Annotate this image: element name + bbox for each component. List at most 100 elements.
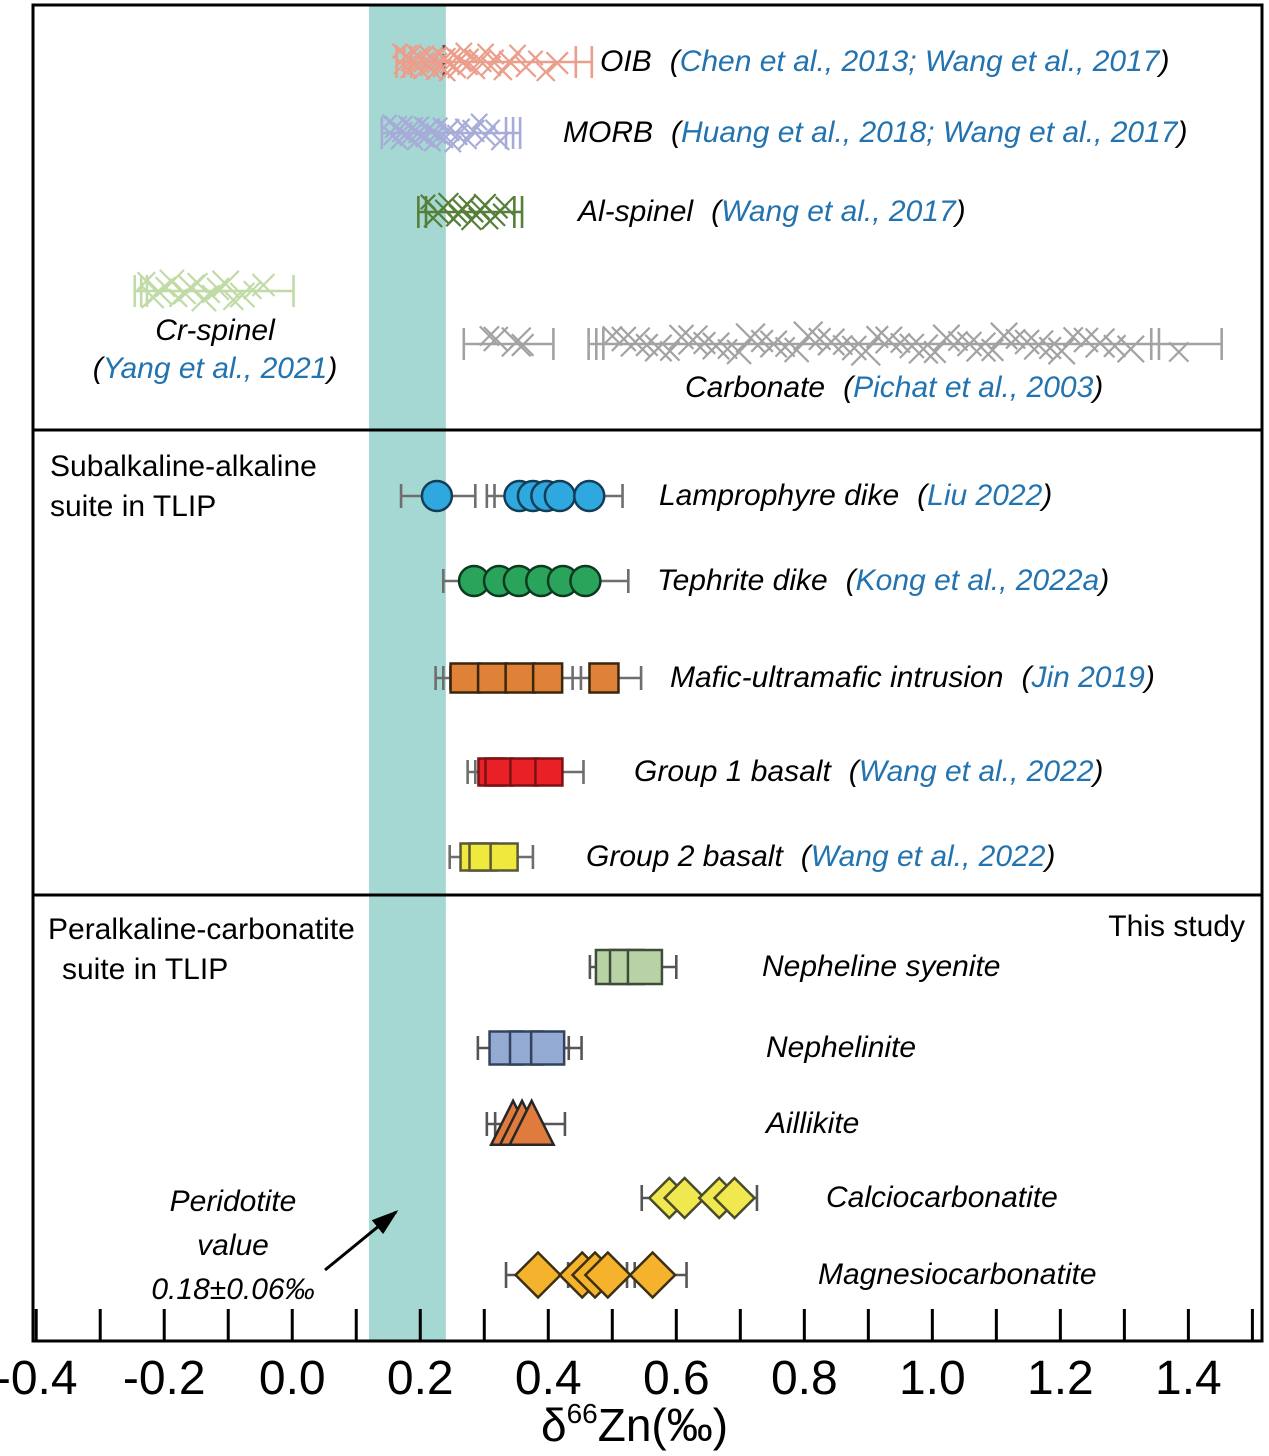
row-lamprophyre-dike: [399, 479, 624, 513]
citation: Wang et al., 2022: [858, 755, 1094, 788]
axis-tick-label: 1.0: [899, 1352, 966, 1405]
row-label-calciocarbonatite: Calciocarbonatite: [826, 1181, 1058, 1215]
paren-open: (: [800, 840, 811, 873]
annotation-line2: value: [197, 1229, 269, 1262]
citation: Wang et al., 2017: [721, 195, 956, 228]
paren-open: (: [843, 371, 854, 404]
rock-name: Al-spinel: [578, 195, 694, 228]
row-label-nepheline-syenite: Nepheline syenite: [762, 950, 1001, 984]
row-nepheline-syenite: [588, 948, 678, 986]
paren-open: (: [669, 45, 680, 78]
citation: Liu 2022: [927, 479, 1043, 512]
axis-tick-label: 1.4: [1155, 1352, 1222, 1405]
paren-open: (: [92, 352, 103, 385]
paren-close: ): [1177, 116, 1188, 149]
row-carbonate: [462, 320, 1223, 367]
citation: Pichat et al., 2003: [853, 371, 1094, 404]
row-label-tephrite-dike: Tephrite dike (Kong et al., 2022a): [657, 564, 1109, 598]
row-mafic-ultramafic-intrusion: [434, 662, 643, 694]
row-calciocarbonatite: [640, 1176, 759, 1220]
citation: Kong et al., 2022a: [855, 564, 1100, 597]
paren-open: (: [1021, 661, 1032, 694]
row-tephrite-dike: [442, 564, 630, 598]
paren-close: ): [1093, 755, 1104, 788]
row-group-1-basalt: [466, 757, 585, 787]
axis-tick-label: -0.2: [123, 1352, 206, 1405]
panel-title-line1: Subalkaline-alkaline: [50, 450, 317, 483]
row-morb: [380, 113, 522, 153]
row-label-morb: MORB (Huang et al., 2018; Wang et al., 20…: [563, 116, 1187, 150]
annotation-line3: 0.18±0.06‰: [151, 1273, 315, 1306]
panel-title-peralkaline: Peralkaline-carbonatite suite in TLIP: [48, 910, 355, 990]
paren-close: ): [1099, 564, 1110, 597]
paren-open: (: [671, 116, 681, 149]
paren-close: ): [1159, 45, 1170, 78]
rock-name: Lamprophyre dike: [659, 479, 900, 512]
axis-tick-label: 0.8: [771, 1352, 838, 1405]
paren-close: ): [955, 195, 966, 228]
row-label-group-2-basalt: Group 2 basalt (Wang et al., 2022): [586, 840, 1055, 874]
rock-name: Carbonate: [685, 371, 826, 404]
panel-title-line1: Peralkaline-carbonatite: [48, 913, 355, 946]
rock-name: Cr-spinel: [155, 314, 275, 347]
paren-open: (: [845, 564, 856, 597]
axis-title-superscript: 66: [566, 1398, 598, 1429]
row-aillikite: [485, 1098, 567, 1147]
paren-close: ): [327, 352, 338, 385]
row-group-2-basalt: [448, 842, 535, 872]
row-label-carbonate: Carbonate (Pichat et al., 2003): [685, 371, 1103, 405]
citation: Chen et al., 2013; Wang et al., 2017: [679, 45, 1160, 78]
row-al-spinel: [417, 192, 524, 231]
rock-name: Nepheline syenite: [762, 950, 1001, 983]
rock-name: Tephrite dike: [657, 564, 828, 597]
peridotite-annotation: Peridotite value 0.18±0.06‰: [108, 1180, 358, 1312]
citation: Yang et al., 2021: [102, 352, 328, 385]
rock-name: Magnesiocarbonatite: [818, 1258, 1097, 1291]
citation: Jin 2019: [1031, 661, 1145, 694]
paren-open: (: [711, 195, 722, 228]
peridotite-band: [369, 5, 446, 1341]
annotation-arrow: [324, 1210, 399, 1272]
axis-tick-label: 0.0: [259, 1352, 326, 1405]
paren-close: ): [1093, 371, 1104, 404]
this-study-label: This study: [1108, 910, 1245, 943]
panel-title-subalkaline: Subalkaline-alkaline suite in TLIP: [50, 447, 317, 527]
row-magnesiocarbonatite: [504, 1250, 688, 1300]
axis-tick-label: 0.2: [387, 1352, 454, 1405]
citation: Wang et al., 2022: [810, 840, 1046, 873]
axis-tick-label: -0.4: [0, 1352, 78, 1405]
rock-name: OIB: [600, 45, 652, 78]
row-label-cr-spinel: Cr-spinel (Yang et al., 2021): [75, 312, 355, 388]
rock-name: MORB: [563, 116, 653, 149]
plot-frame: [31, 3, 1264, 1343]
rock-name: Aillikite: [766, 1107, 860, 1140]
rock-name: Mafic-ultramafic intrusion: [670, 661, 1004, 694]
rock-name: Nephelinite: [766, 1031, 917, 1064]
paren-open: (: [917, 479, 928, 512]
row-label-lamprophyre-dike: Lamprophyre dike (Liu 2022): [659, 479, 1052, 513]
row-label-al-spinel: Al-spinel (Wang et al., 2017): [578, 195, 966, 229]
axis-title-prefix: δ: [540, 1399, 567, 1451]
axis-tick-label: 1.2: [1027, 1352, 1094, 1405]
row-label-aillikite: Aillikite: [766, 1107, 859, 1141]
paren-open: (: [848, 755, 859, 788]
row-label-magnesiocarbonatite: Magnesiocarbonatite: [818, 1258, 1097, 1292]
rock-name: Group 2 basalt: [586, 840, 783, 873]
row-nephelinite: [476, 1030, 583, 1066]
row-label-group-1-basalt: Group 1 basalt (Wang et al., 2022): [634, 755, 1103, 789]
rock-name: Group 1 basalt: [634, 755, 831, 788]
axis-tick-label: 0.6: [643, 1352, 710, 1405]
panel-title-line2: suite in TLIP: [50, 490, 217, 523]
annotation-line1: Peridotite: [169, 1185, 297, 1218]
row-oib: [391, 42, 594, 82]
x-axis-title: δ66Zn(‰): [0, 1398, 1269, 1452]
rock-name: Calciocarbonatite: [826, 1181, 1058, 1214]
paren-close: ): [1144, 661, 1155, 694]
panel-title-line2: suite in TLIP: [62, 953, 229, 986]
row-label-oib: OIB (Chen et al., 2013; Wang et al., 2017…: [600, 45, 1169, 79]
axis-tick-label: 0.4: [515, 1352, 582, 1405]
paren-close: ): [1045, 840, 1056, 873]
row-label-mafic-ultramafic: Mafic-ultramafic intrusion (Jin 2019): [670, 661, 1155, 695]
